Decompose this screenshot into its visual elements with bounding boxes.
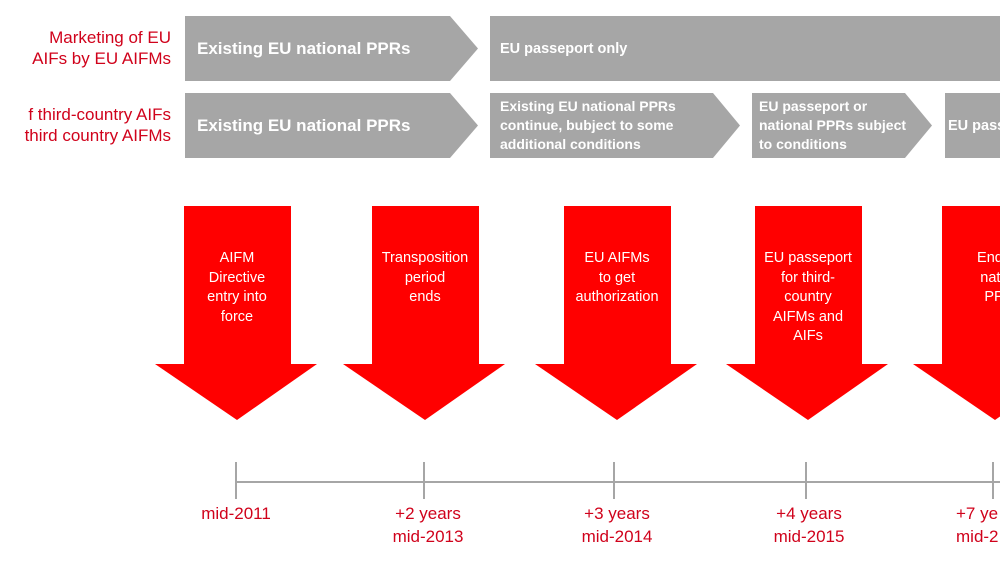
phase-eu-passport-only: EU passeport only [490,16,1000,81]
milestone-arrow-transposition-ends: Transposition period ends [343,206,507,421]
row-label-line: third country AIFMs [24,126,171,145]
milestone-text-line: ends [409,289,441,305]
milestone-text-line: EU passeport [764,250,852,266]
milestone-text-line: country [784,289,832,305]
phase-text-line: EU passeport or [759,98,868,114]
phase-text: EU pass [948,117,1000,134]
row-label-third-country: f third-country AIFs third country AIFMs [25,104,171,146]
milestone-text-line: natio [980,269,1000,286]
milestone-text-line: authorization [575,289,659,305]
milestone-arrow-end-national-pprs: End o natio PPI [913,206,1000,421]
timeline-tick [805,462,807,499]
milestone-arrow-directive-entry: AIFM Directive entry into force [155,206,319,421]
timeline-date: mid-2014 [581,527,653,546]
phase-text-line: additional conditions [500,136,641,152]
milestone-text: End o natio PPI [941,249,1000,308]
timeline-label-2013: +2 years mid-2013 [358,502,498,548]
timeline-tick [423,462,425,499]
timeline-offset: +3 years [584,504,650,523]
phase-text-line: to conditions [759,136,847,152]
phase-passport-or-national-pprs: EU passeport or national PPRs subject to… [752,93,932,158]
timeline-date: mid-2015 [773,527,845,546]
down-arrow-icon [535,206,697,420]
phase-national-pprs-continue: Existing EU national PPRs continue, bubj… [490,93,740,158]
phase-text-line: national PPRs subject [759,117,907,133]
phase-eu-passport: EU pass [945,93,1000,158]
milestone-text-line: entry into [207,289,267,305]
phase-text-line: continue, bubject to some [500,117,674,133]
phase-text: EU passeport only [500,40,628,57]
milestone-text: EU passeport for third- country AIFMs an… [726,249,890,347]
phase-text: Existing EU national PPRs [197,115,411,135]
timeline-date: mid-2 [956,527,999,546]
milestone-arrow-eu-aifm-authorization: EU AIFMs to get authorization [535,206,699,421]
timeline-tick [613,462,615,499]
row-label-line: Marketing of EU [49,28,171,47]
milestone-text: AIFM Directive entry into force [155,249,319,327]
milestone-text-line: PPI [984,289,1000,305]
milestone-text-line: Transposition [381,250,469,266]
row-label-line: AIFs by EU AIFMs [32,49,171,68]
milestone-text-line: force [220,308,254,325]
row-label-line: f third-country AIFs [28,105,171,124]
timeline-tick [992,462,994,499]
milestone-text: Transposition period ends [343,249,507,308]
milestone-text-line: period [404,269,446,286]
timeline-label-2018: +7 ye mid-2 [956,502,1000,548]
down-arrow-icon [155,206,317,420]
timeline-label-2011: mid-2011 [166,502,306,525]
milestone-text-line: AIFMs and [772,308,844,325]
milestone-text-line: End o [977,250,1000,266]
milestone-text-line: EU AIFMs [584,250,650,266]
timeline-offset: +7 ye [956,504,999,523]
milestone-arrow-third-country-passport: EU passeport for third- country AIFMs an… [726,206,890,421]
timeline-offset: +2 years [395,504,461,523]
phase-existing-national-pprs-eu: Existing EU national PPRs [185,16,478,81]
milestone-text-line: AIFM [219,250,255,266]
timeline-date: mid-2013 [392,527,464,546]
phase-text-line: Existing EU national PPRs [500,98,676,114]
timeline-axis [236,481,1000,483]
milestone-text-line: to get [598,269,636,286]
down-arrow-icon [726,206,888,420]
phase-text: Existing EU national PPRs [197,38,411,58]
timeline-offset: +4 years [776,504,842,523]
down-arrow-icon [913,206,1000,420]
milestone-text-line: AIFs [793,328,823,344]
timeline-tick [235,462,237,499]
milestone-text-line: for third- [781,269,835,286]
milestone-text-line: Directive [208,269,266,286]
milestone-text: EU AIFMs to get authorization [535,249,699,308]
timeline-label-2015: +4 years mid-2015 [739,502,879,548]
row-label-eu-aifs: Marketing of EU AIFs by EU AIFMs [32,27,171,69]
timeline-date: mid-2011 [201,504,271,523]
phase-existing-national-pprs-third: Existing EU national PPRs [185,93,478,158]
timeline-label-2014: +3 years mid-2014 [547,502,687,548]
down-arrow-icon [343,206,505,420]
